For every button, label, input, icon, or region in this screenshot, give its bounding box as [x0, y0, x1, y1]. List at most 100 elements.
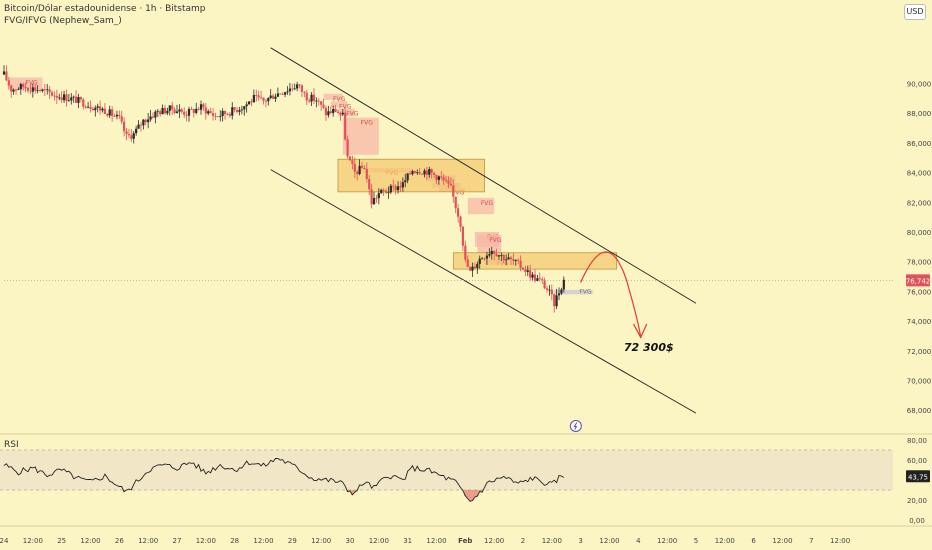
candle-body: [550, 289, 553, 295]
candle-body: [457, 208, 460, 217]
time-tick-label: 12:00: [657, 537, 677, 545]
candle-body: [72, 96, 75, 98]
candle-body: [168, 105, 171, 111]
projection-curve: [580, 251, 642, 338]
fvg-box: [323, 93, 343, 100]
time-tick-label: 28: [230, 537, 239, 545]
candle-body: [428, 169, 431, 175]
price-tick-label: 88,000: [907, 110, 932, 118]
candle-body: [171, 105, 174, 110]
candle-body: [368, 178, 371, 190]
price-tick-label: 86,000: [907, 140, 932, 148]
time-tick-label: 12:00: [715, 537, 735, 545]
channel-lower-line: [270, 169, 697, 414]
candle-body: [509, 257, 513, 260]
candle-body: [250, 101, 253, 103]
candle-body: [471, 266, 474, 271]
candle-body: [195, 108, 198, 113]
candle-body: [502, 254, 505, 261]
candle-body: [255, 95, 258, 96]
candle-body: [31, 87, 34, 92]
candle-body: [17, 89, 20, 91]
candle-body: [118, 114, 121, 117]
candle-body: [50, 92, 54, 96]
candle-body: [209, 111, 212, 114]
price-tick-label: 78,000: [907, 259, 932, 267]
candle-body: [111, 109, 114, 117]
candle-body: [399, 186, 402, 188]
fvg-label: FVG: [481, 200, 494, 207]
candle-body: [7, 80, 10, 86]
candle-body: [389, 185, 392, 193]
candle-body: [404, 180, 407, 183]
candle-body: [243, 106, 246, 110]
candle-body: [233, 107, 236, 110]
time-tick-label: 12:00: [426, 537, 446, 545]
candle-body: [29, 90, 32, 92]
time-tick-label: 6: [751, 537, 756, 545]
candle-body: [392, 185, 395, 187]
candle-body: [77, 97, 80, 103]
candle-body: [377, 193, 380, 199]
candle-body: [65, 94, 68, 101]
candle-body: [495, 253, 498, 257]
candle-body: [478, 258, 481, 264]
candle-body: [557, 293, 561, 296]
candle-body: [166, 110, 169, 114]
candle-body: [108, 109, 111, 116]
candle-body: [183, 111, 186, 115]
currency-button[interactable]: USD: [904, 4, 926, 20]
candle-body: [53, 95, 56, 97]
candle-body: [144, 119, 147, 123]
candle-body: [115, 114, 119, 117]
candle-body: [24, 87, 27, 89]
candle-body: [300, 85, 304, 92]
time-tick-label: 12:00: [484, 537, 504, 545]
candle-body: [363, 167, 366, 170]
candle-body: [517, 260, 520, 261]
candle-body: [60, 97, 63, 101]
candle-body: [94, 107, 97, 111]
candle-body: [207, 111, 210, 114]
candle-body: [524, 269, 527, 272]
time-tick-label: 12:00: [253, 537, 273, 545]
overlay-layer: 72 300$: [4, 47, 893, 432]
candle-body: [161, 107, 164, 115]
candle-body: [62, 94, 66, 101]
price-tick-label: 80,000: [907, 229, 932, 237]
candle-body: [103, 108, 107, 114]
candle-body: [312, 94, 316, 101]
rsi-value-label: 43,75: [908, 473, 928, 481]
candle-body: [55, 95, 58, 98]
candle-body: [351, 160, 354, 164]
candle-body: [293, 88, 296, 90]
candle-body: [488, 254, 491, 256]
candle-body: [288, 88, 292, 92]
candle-body: [332, 108, 335, 114]
candle-body: [481, 258, 484, 260]
candle-body: [26, 88, 30, 91]
candle-body: [135, 128, 138, 134]
candle-body: [327, 111, 330, 116]
candle-body: [406, 173, 409, 181]
candle-body: [430, 169, 433, 173]
fvg-box: [467, 197, 495, 215]
candle-body: [84, 106, 87, 108]
candle-body: [139, 124, 143, 126]
rsi-tick-label: 60,00: [907, 457, 927, 465]
candle-body: [461, 226, 465, 246]
candle-body: [336, 111, 340, 113]
candle-body: [466, 259, 469, 267]
candle-body: [91, 108, 94, 111]
candle-body: [526, 270, 529, 272]
candle-body: [382, 189, 385, 191]
fvg-label: FVG: [346, 111, 359, 118]
candle-body: [543, 280, 546, 289]
rsi-tick-label: 80,00: [907, 437, 927, 445]
ifvg-box: [554, 289, 593, 295]
time-tick-label: 29: [288, 537, 297, 545]
time-tick-label: 30: [346, 537, 355, 545]
candle-body: [324, 107, 328, 116]
rsi-value-badge: [906, 470, 930, 483]
